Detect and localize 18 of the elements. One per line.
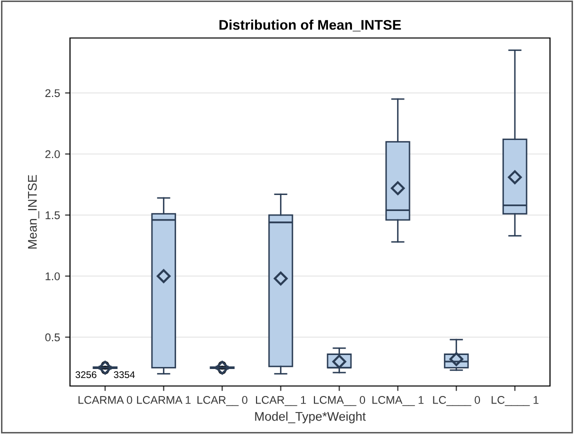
x-tick-label: LCAR__ 1 (256, 396, 306, 406)
x-tick-label: LCMA__ 0 (314, 396, 366, 406)
y-tick-label: 1.5 (46, 211, 60, 220)
annotation: 3256 (76, 371, 96, 378)
y-tick-label: 0.5 (45, 333, 60, 342)
y-tick-label: 1.0 (46, 272, 60, 280)
y-tick-label: 2.5 (45, 89, 60, 98)
x-tick-label: LCAR__ 0 (197, 396, 248, 406)
y-tick-label: 2.0 (45, 150, 60, 158)
x-tick-label: LCARMA 1 (137, 396, 191, 404)
x-tick-label: LCARMA 0 (78, 396, 132, 404)
y-axis-title: Mean_INTSE (28, 175, 40, 248)
chart-title: Distribution of Mean_INTSE (219, 20, 401, 32)
x-axis-title: Model_Type*Weight (255, 412, 366, 424)
x-tick-label: LCMA__ 1 (372, 396, 424, 406)
annotation: 3354 (114, 371, 135, 378)
x-tick-label: LC____ 1 (492, 396, 538, 406)
x-tick-label: LC____ 0 (433, 396, 480, 406)
